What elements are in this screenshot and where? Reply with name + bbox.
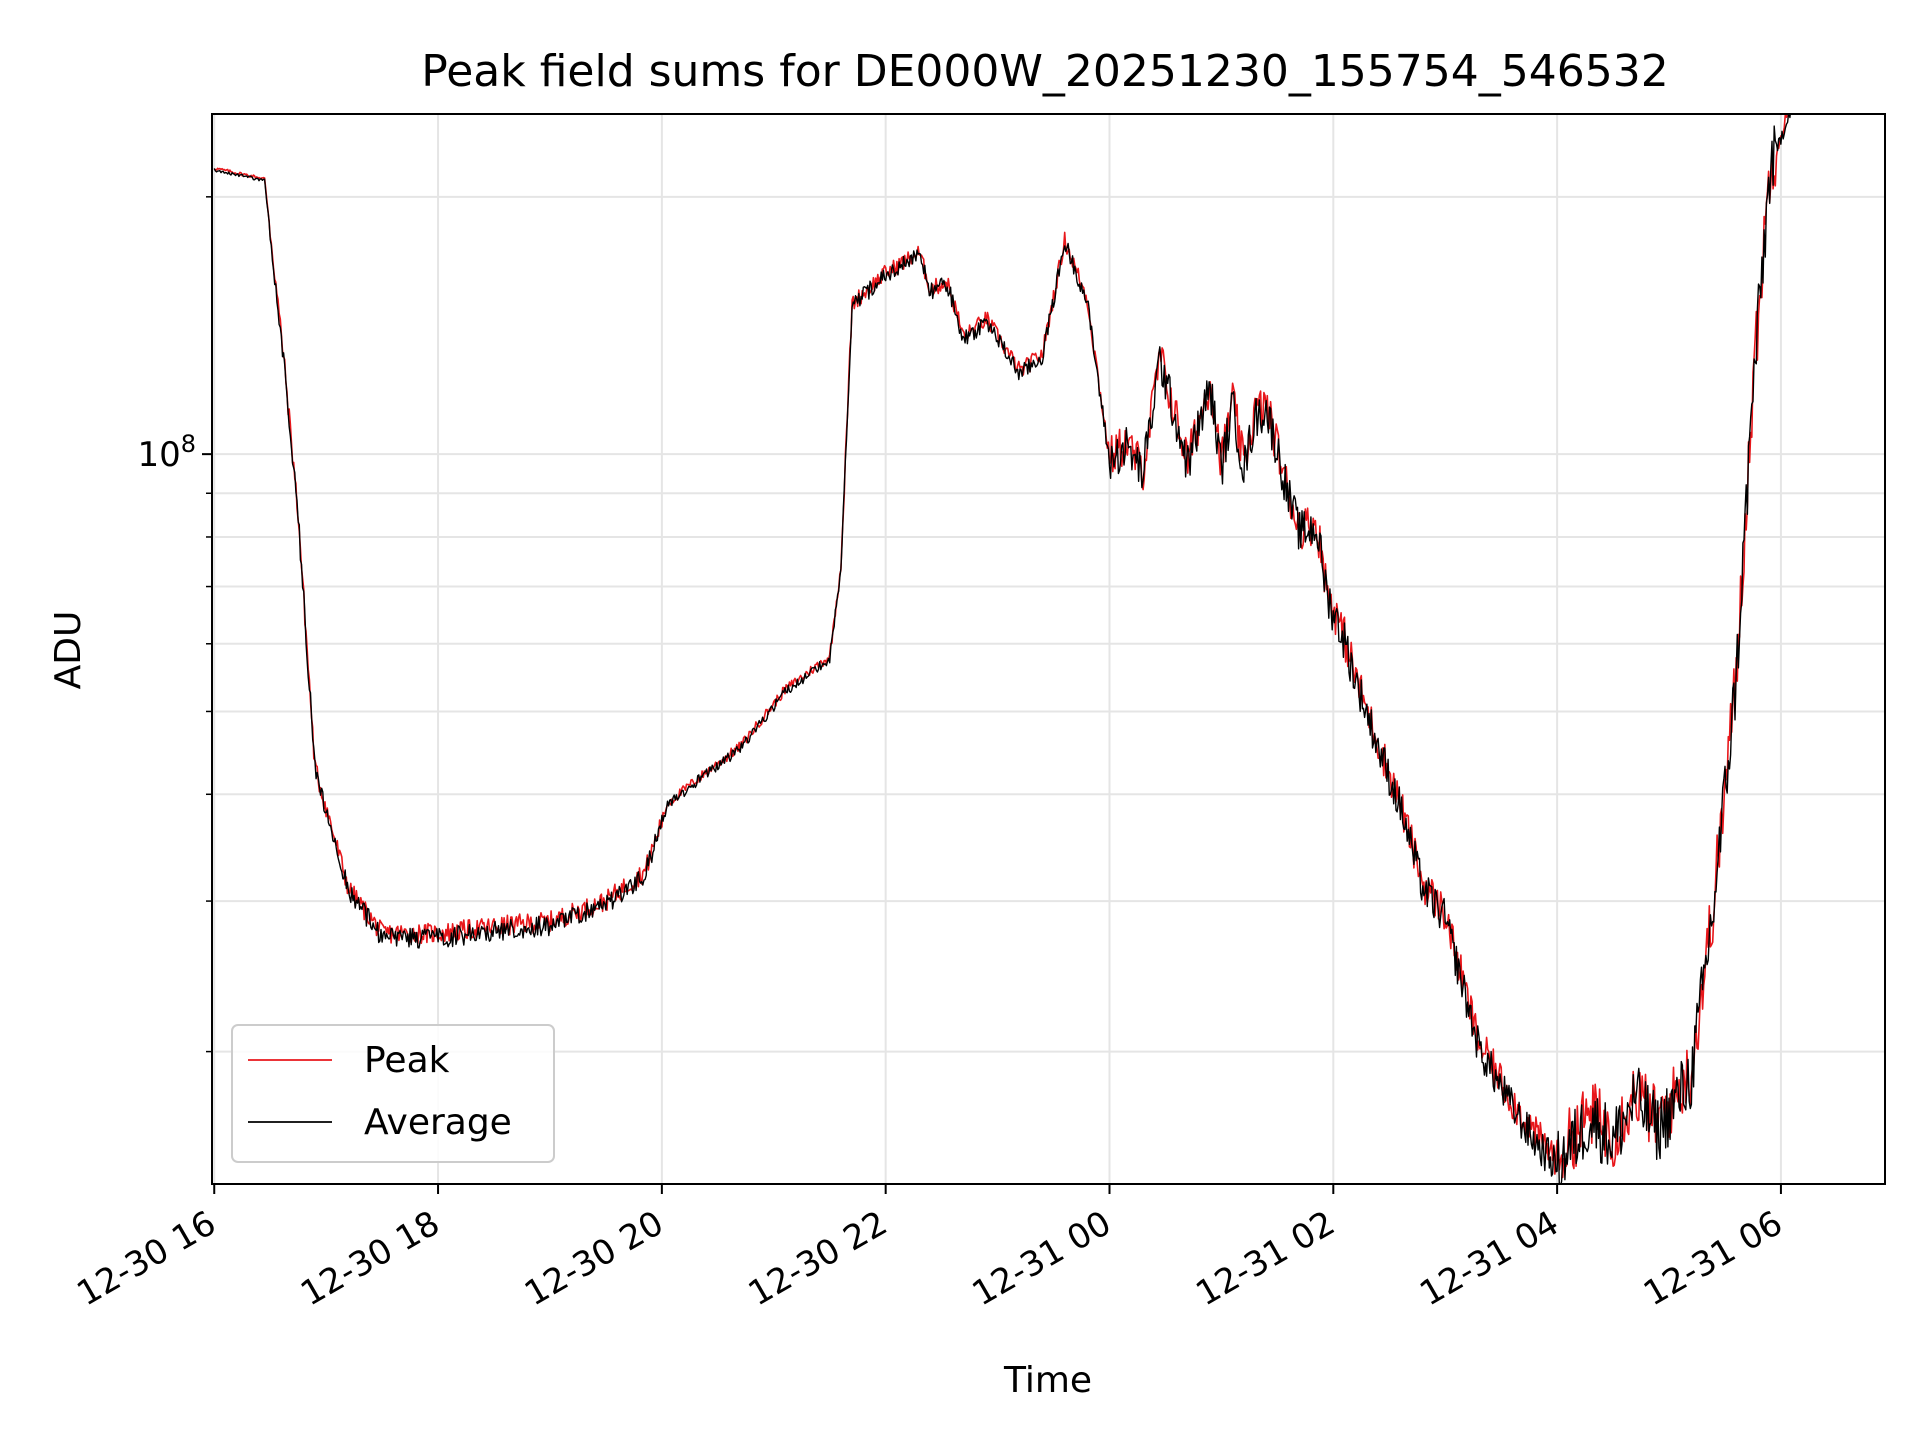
y-axis: 108 bbox=[137, 196, 212, 1053]
legend: Peak Average bbox=[231, 1024, 555, 1163]
x-axis-label: Time bbox=[1003, 1360, 1092, 1401]
series-layer bbox=[213, 114, 1791, 1184]
grid-layer bbox=[212, 114, 1885, 1184]
legend-label-peak: Peak bbox=[364, 1040, 450, 1081]
y-axis-label: ADU bbox=[48, 611, 89, 690]
legend-label-average: Average bbox=[364, 1102, 512, 1143]
plot-frame bbox=[211, 113, 1886, 1185]
chart-title: Peak field sums for DE000W_20251230_1557… bbox=[421, 46, 1669, 97]
series-line-average bbox=[213, 114, 1791, 1184]
y-tick-label: 108 bbox=[137, 430, 196, 475]
